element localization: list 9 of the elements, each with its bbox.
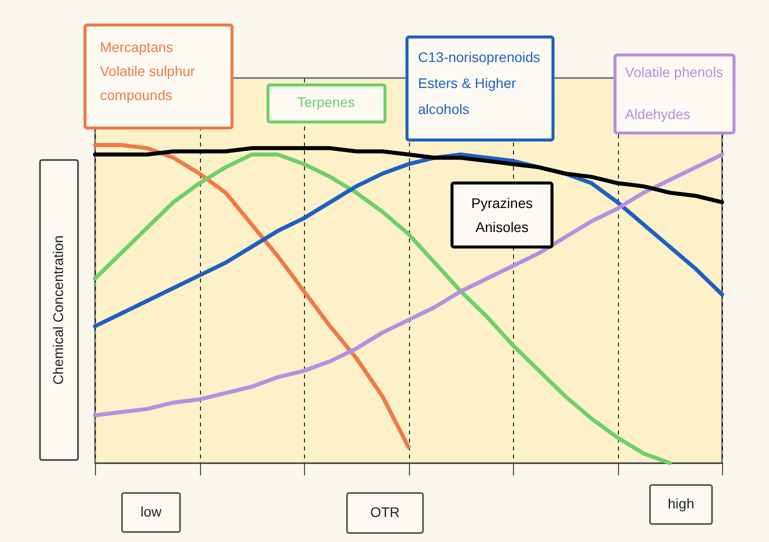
text: C13-norisoprenoids Esters & Higher alcohols	[418, 49, 540, 117]
text: low	[140, 504, 162, 520]
text: high	[668, 496, 694, 512]
text: Pyrazines Anisoles	[471, 195, 533, 235]
text: Volatile phenols Aldehydes	[625, 64, 724, 122]
text: Mercaptans Volatile sulphur compounds	[100, 39, 196, 103]
x-axis-title: OTR	[370, 504, 400, 520]
text: Terpenes	[297, 94, 355, 110]
y-axis-title: Chemical Concentration	[50, 235, 66, 385]
